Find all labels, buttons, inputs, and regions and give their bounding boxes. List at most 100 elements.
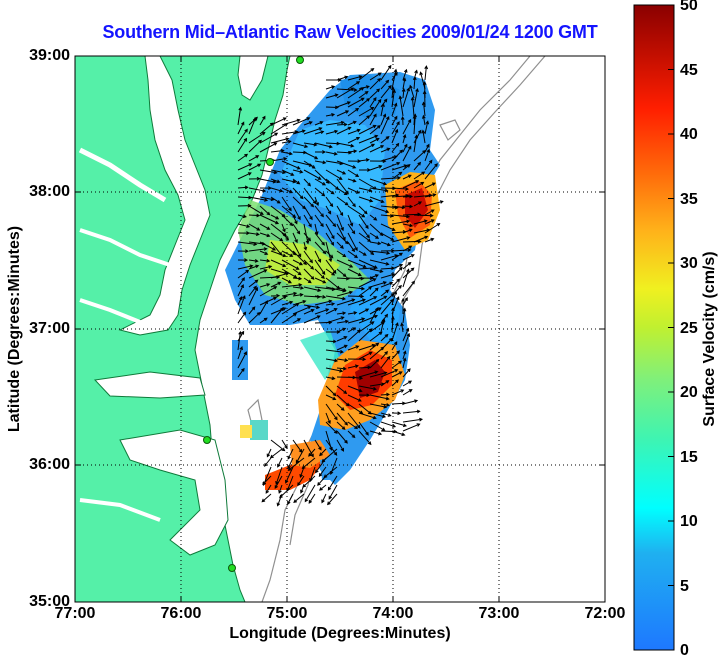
velocity-arrow	[413, 161, 422, 171]
velocity-arrow	[325, 214, 337, 228]
velocity-arrow	[259, 122, 274, 135]
velocity-arrow	[369, 145, 385, 153]
velocity-arrow	[421, 129, 426, 144]
velocity-arrow	[304, 484, 316, 503]
velocity-arrow	[237, 185, 249, 190]
velocity-arrow	[281, 250, 294, 257]
velocity-arrow	[237, 258, 249, 262]
velocity-arrow	[281, 313, 298, 324]
velocity-arrow	[347, 205, 366, 218]
velocity-arrow	[369, 274, 379, 279]
velocity-arrow	[248, 279, 259, 288]
velocity-arrow	[380, 351, 388, 360]
velocity-arrow	[358, 250, 367, 256]
velocity-arrow	[413, 149, 427, 162]
velocity-arrow	[347, 421, 359, 430]
velocity-arrow	[259, 265, 273, 270]
velocity-arrow	[292, 223, 301, 235]
velocity-arrow	[248, 139, 262, 153]
velocity-arrow	[380, 84, 392, 99]
velocity-arrow	[266, 448, 272, 458]
colorbar-label: Surface Velocity (cm/s)	[701, 251, 718, 427]
velocity-arrow	[270, 259, 287, 268]
velocity-arrow	[303, 127, 323, 135]
velocity-arrow	[380, 403, 391, 407]
velocity-arrow	[424, 163, 438, 180]
velocity-arrow	[336, 344, 348, 351]
velocity-arrow	[270, 295, 288, 306]
velocity-arrow	[400, 115, 405, 126]
velocity-arrow	[369, 232, 380, 239]
velocity-arrow	[303, 178, 312, 187]
velocity-arrow	[303, 232, 312, 242]
velocity-arrow	[287, 493, 294, 505]
velocity-arrow	[315, 457, 327, 474]
velocity-arrow	[413, 181, 425, 189]
velocity-arrow	[248, 223, 261, 231]
velocity-arrow	[336, 439, 345, 452]
velocity-arrow	[380, 176, 401, 180]
y-axis-label: Latitude (Degrees:Minutes)	[6, 225, 23, 433]
velocity-arrow	[369, 137, 380, 144]
velocity-arrow	[347, 178, 357, 183]
velocity-arrow	[237, 367, 245, 378]
velocity-arrow	[237, 203, 252, 208]
velocity-arrow	[303, 205, 313, 221]
velocity-arrow	[380, 369, 399, 378]
velocity-arrow	[270, 137, 290, 144]
velocity-arrow	[281, 303, 300, 315]
velocity-arrow	[325, 151, 338, 156]
velocity-arrow	[237, 137, 248, 153]
velocity-arrow	[336, 122, 348, 127]
velocity-arrow	[347, 329, 361, 342]
velocity-arrow	[424, 159, 433, 171]
velocity-arrow	[391, 236, 411, 243]
velocity-arrow	[402, 245, 413, 252]
velocity-arrow	[325, 367, 344, 373]
velocity-arrow	[303, 151, 319, 160]
velocity-arrow	[358, 308, 370, 315]
velocity-arrow	[237, 106, 243, 126]
velocity-arrow	[369, 125, 381, 135]
velocity-arrow	[237, 223, 251, 228]
velocity-arrow	[380, 113, 387, 126]
velocity-arrow	[380, 392, 391, 397]
velocity-arrow	[270, 439, 286, 452]
velocity-arrow	[402, 180, 420, 189]
velocity-arrow	[325, 250, 334, 259]
velocity-arrow	[402, 423, 421, 432]
velocity-arrow	[358, 286, 373, 297]
colorbar-tick-label: 0	[680, 642, 689, 659]
velocity-arrow	[287, 448, 294, 460]
velocity-arrow	[259, 169, 278, 175]
x-tick-label: 72:00	[584, 605, 626, 622]
velocity-arrow	[237, 128, 248, 144]
velocity-arrow	[347, 128, 361, 135]
velocity-arrow	[292, 286, 305, 290]
chesapeake-bay	[118, 56, 211, 336]
velocity-arrow	[325, 339, 337, 344]
velocity-arrow	[358, 214, 369, 230]
velocity-arrow	[270, 148, 285, 153]
velocity-arrow	[391, 68, 398, 90]
velocity-arrow	[314, 205, 324, 218]
station-marker	[266, 158, 274, 166]
velocity-arrow	[259, 186, 272, 190]
velocity-arrow	[391, 214, 411, 219]
velocity-arrow	[380, 147, 391, 153]
velocity-arrow	[248, 155, 260, 162]
y-tick-label: 36:00	[29, 456, 70, 473]
velocity-arrow	[237, 269, 250, 279]
velocity-arrow	[292, 142, 309, 148]
velocity-arrow	[336, 385, 348, 395]
velocity-arrow	[237, 264, 254, 270]
velocity-arrow	[413, 134, 419, 153]
velocity-arrow	[402, 194, 414, 199]
velocity-arrow	[262, 475, 272, 486]
velocity-arrow	[336, 268, 347, 278]
colorbar-tick-label: 40	[680, 126, 698, 143]
velocity-arrow	[358, 393, 371, 398]
velocity-arrow	[336, 101, 351, 108]
velocity-arrow	[409, 84, 415, 99]
velocity-arrow	[336, 87, 355, 99]
